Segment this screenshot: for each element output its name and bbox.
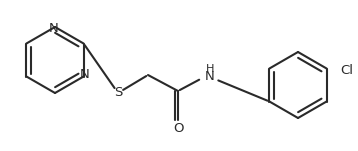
- Text: N: N: [49, 22, 59, 35]
- Text: Cl: Cl: [340, 64, 354, 77]
- Text: N: N: [80, 68, 90, 81]
- Text: O: O: [173, 122, 183, 135]
- Text: S: S: [114, 87, 122, 100]
- Text: N: N: [205, 71, 215, 84]
- Text: H: H: [206, 64, 214, 74]
